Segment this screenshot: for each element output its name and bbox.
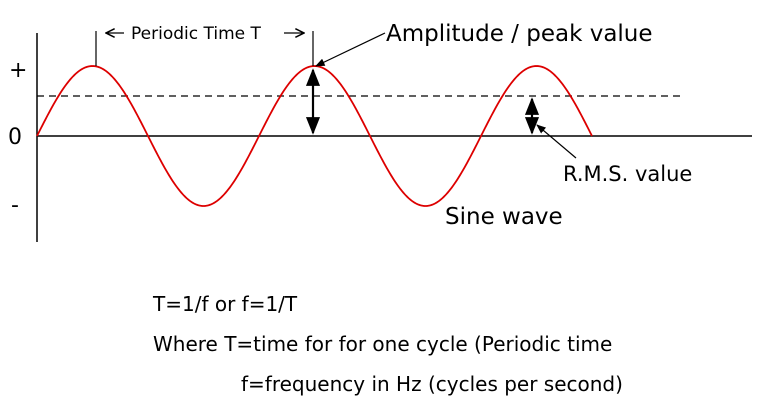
amplitude-label: Amplitude / peak value xyxy=(386,21,653,47)
rms-label: R.M.S. value xyxy=(563,162,692,186)
formula-line: T=1/f or f=1/T xyxy=(152,292,298,316)
axis-label-plus: + xyxy=(9,58,27,83)
sine-wave-curve xyxy=(36,65,593,207)
axis-label-zero: 0 xyxy=(8,125,22,150)
sine-wave-label: Sine wave xyxy=(445,204,563,230)
definition-f-line: f=frequency in Hz (cycles per second) xyxy=(241,372,623,396)
axis-label-minus: - xyxy=(11,193,19,218)
definition-t-line: Where T=time for for one cycle (Periodic… xyxy=(153,332,612,356)
rms-leader xyxy=(536,124,577,159)
amplitude-leader xyxy=(315,32,386,67)
periodic-time-label: Periodic Time T xyxy=(131,24,261,44)
